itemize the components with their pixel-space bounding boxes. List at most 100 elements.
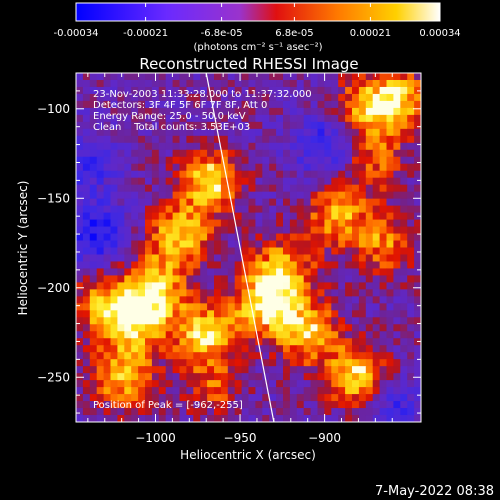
heatmap-cell — [96, 240, 104, 248]
heatmap-cell — [193, 149, 201, 158]
heatmap-cell — [400, 128, 408, 137]
heatmap-cell — [117, 345, 125, 353]
heatmap-cell — [283, 310, 291, 318]
heatmap-cell — [372, 415, 380, 422]
heatmap-cell — [89, 331, 98, 339]
heatmap-cell — [303, 338, 311, 346]
heatmap-cell — [186, 177, 194, 186]
heatmap-cell — [96, 128, 104, 137]
heatmap-cell — [248, 373, 256, 381]
heatmap-cell — [158, 128, 167, 137]
heatmap-cell — [89, 338, 98, 346]
heatmap-cell — [214, 135, 222, 144]
heatmap-cell — [117, 296, 125, 304]
heatmap-cell — [214, 394, 222, 402]
heatmap-cell — [400, 191, 408, 200]
heatmap-cell — [400, 247, 408, 255]
heatmap-cell — [89, 170, 98, 179]
heatmap-cell — [145, 366, 153, 374]
heatmap-cell — [138, 359, 146, 367]
heatmap-cell — [172, 177, 180, 186]
heatmap-cell — [227, 219, 236, 227]
heatmap-cell — [138, 170, 146, 179]
heatmap-cell — [145, 331, 153, 339]
heatmap-cell — [158, 345, 167, 353]
heatmap-cell — [379, 128, 387, 137]
heatmap-cell — [393, 191, 401, 200]
heatmap-cell — [200, 219, 208, 227]
heatmap-cell — [207, 240, 215, 248]
heatmap-cell — [124, 233, 132, 241]
heatmap-cell — [158, 79, 167, 88]
heatmap-cell — [352, 149, 360, 158]
heatmap-cell — [352, 114, 360, 123]
heatmap-cell — [158, 408, 167, 416]
heatmap-cell — [352, 247, 360, 255]
heatmap-cell — [379, 359, 387, 367]
heatmap-cell — [220, 170, 229, 179]
heatmap-cell — [262, 394, 270, 402]
heatmap-cell — [379, 73, 387, 81]
heatmap-cell — [145, 373, 153, 381]
heatmap-cell — [310, 86, 318, 95]
heatmap-cell — [255, 261, 263, 269]
heatmap-cell — [138, 191, 146, 200]
heatmap-cell — [289, 331, 298, 339]
heatmap-cell — [414, 247, 421, 255]
heatmap-cell — [400, 205, 408, 213]
heatmap-cell — [138, 240, 146, 248]
heatmap-cell — [393, 261, 401, 269]
heatmap-cell — [227, 408, 236, 416]
heatmap-cell — [331, 331, 339, 339]
heatmap-cell — [186, 156, 194, 165]
heatmap-cell — [158, 100, 167, 109]
heatmap-cell — [241, 149, 249, 158]
heatmap-cell — [262, 100, 270, 109]
heatmap-cell — [386, 73, 394, 81]
heatmap-cell — [262, 366, 270, 374]
heatmap-cell — [310, 142, 318, 151]
heatmap-cell — [207, 366, 215, 374]
heatmap-cell — [117, 247, 125, 255]
heatmap-cell — [234, 142, 242, 151]
heatmap-cell — [214, 93, 222, 102]
heatmap-cell — [165, 184, 173, 193]
heatmap-cell — [255, 226, 263, 234]
heatmap-cell — [124, 156, 132, 165]
heatmap-cell — [165, 156, 173, 165]
heatmap-cell — [241, 170, 249, 179]
heatmap-cell — [89, 317, 98, 325]
heatmap-cell — [103, 324, 111, 332]
heatmap-cell — [283, 177, 291, 186]
heatmap-cell — [331, 289, 339, 297]
heatmap-cell — [358, 135, 367, 144]
colorbar: -0.00034 -0.00021 -6.8e-05 6.8e-05 0.00021 0.… — [54, 2, 461, 53]
heatmap-cell — [96, 156, 104, 165]
heatmap-cell — [131, 184, 139, 193]
heatmap-cell — [358, 170, 367, 179]
heatmap-cell — [338, 401, 346, 409]
heatmap-cell — [317, 107, 325, 116]
heatmap-cell — [193, 170, 201, 179]
heatmap-cell — [255, 135, 263, 144]
heatmap-cell — [117, 128, 125, 137]
heatmap-cell — [310, 275, 318, 283]
heatmap-cell — [193, 219, 201, 227]
heatmap-cell — [179, 324, 187, 332]
heatmap-cell — [338, 331, 346, 339]
heatmap-cell — [352, 79, 360, 88]
heatmap-cell — [379, 380, 387, 388]
heatmap-cell — [131, 205, 139, 213]
heatmap-cell — [317, 163, 325, 172]
heatmap-cell — [269, 114, 277, 123]
heatmap-cell — [96, 149, 104, 158]
heatmap-cell — [89, 247, 98, 255]
heatmap-cell — [365, 387, 374, 395]
heatmap-cell — [117, 177, 125, 186]
heatmap-cell — [165, 254, 173, 262]
heatmap-cell — [289, 128, 298, 137]
heatmap-cell — [289, 261, 298, 269]
heatmap-cell — [76, 100, 84, 109]
heatmap-cell — [145, 338, 153, 346]
heatmap-cell — [414, 415, 421, 422]
